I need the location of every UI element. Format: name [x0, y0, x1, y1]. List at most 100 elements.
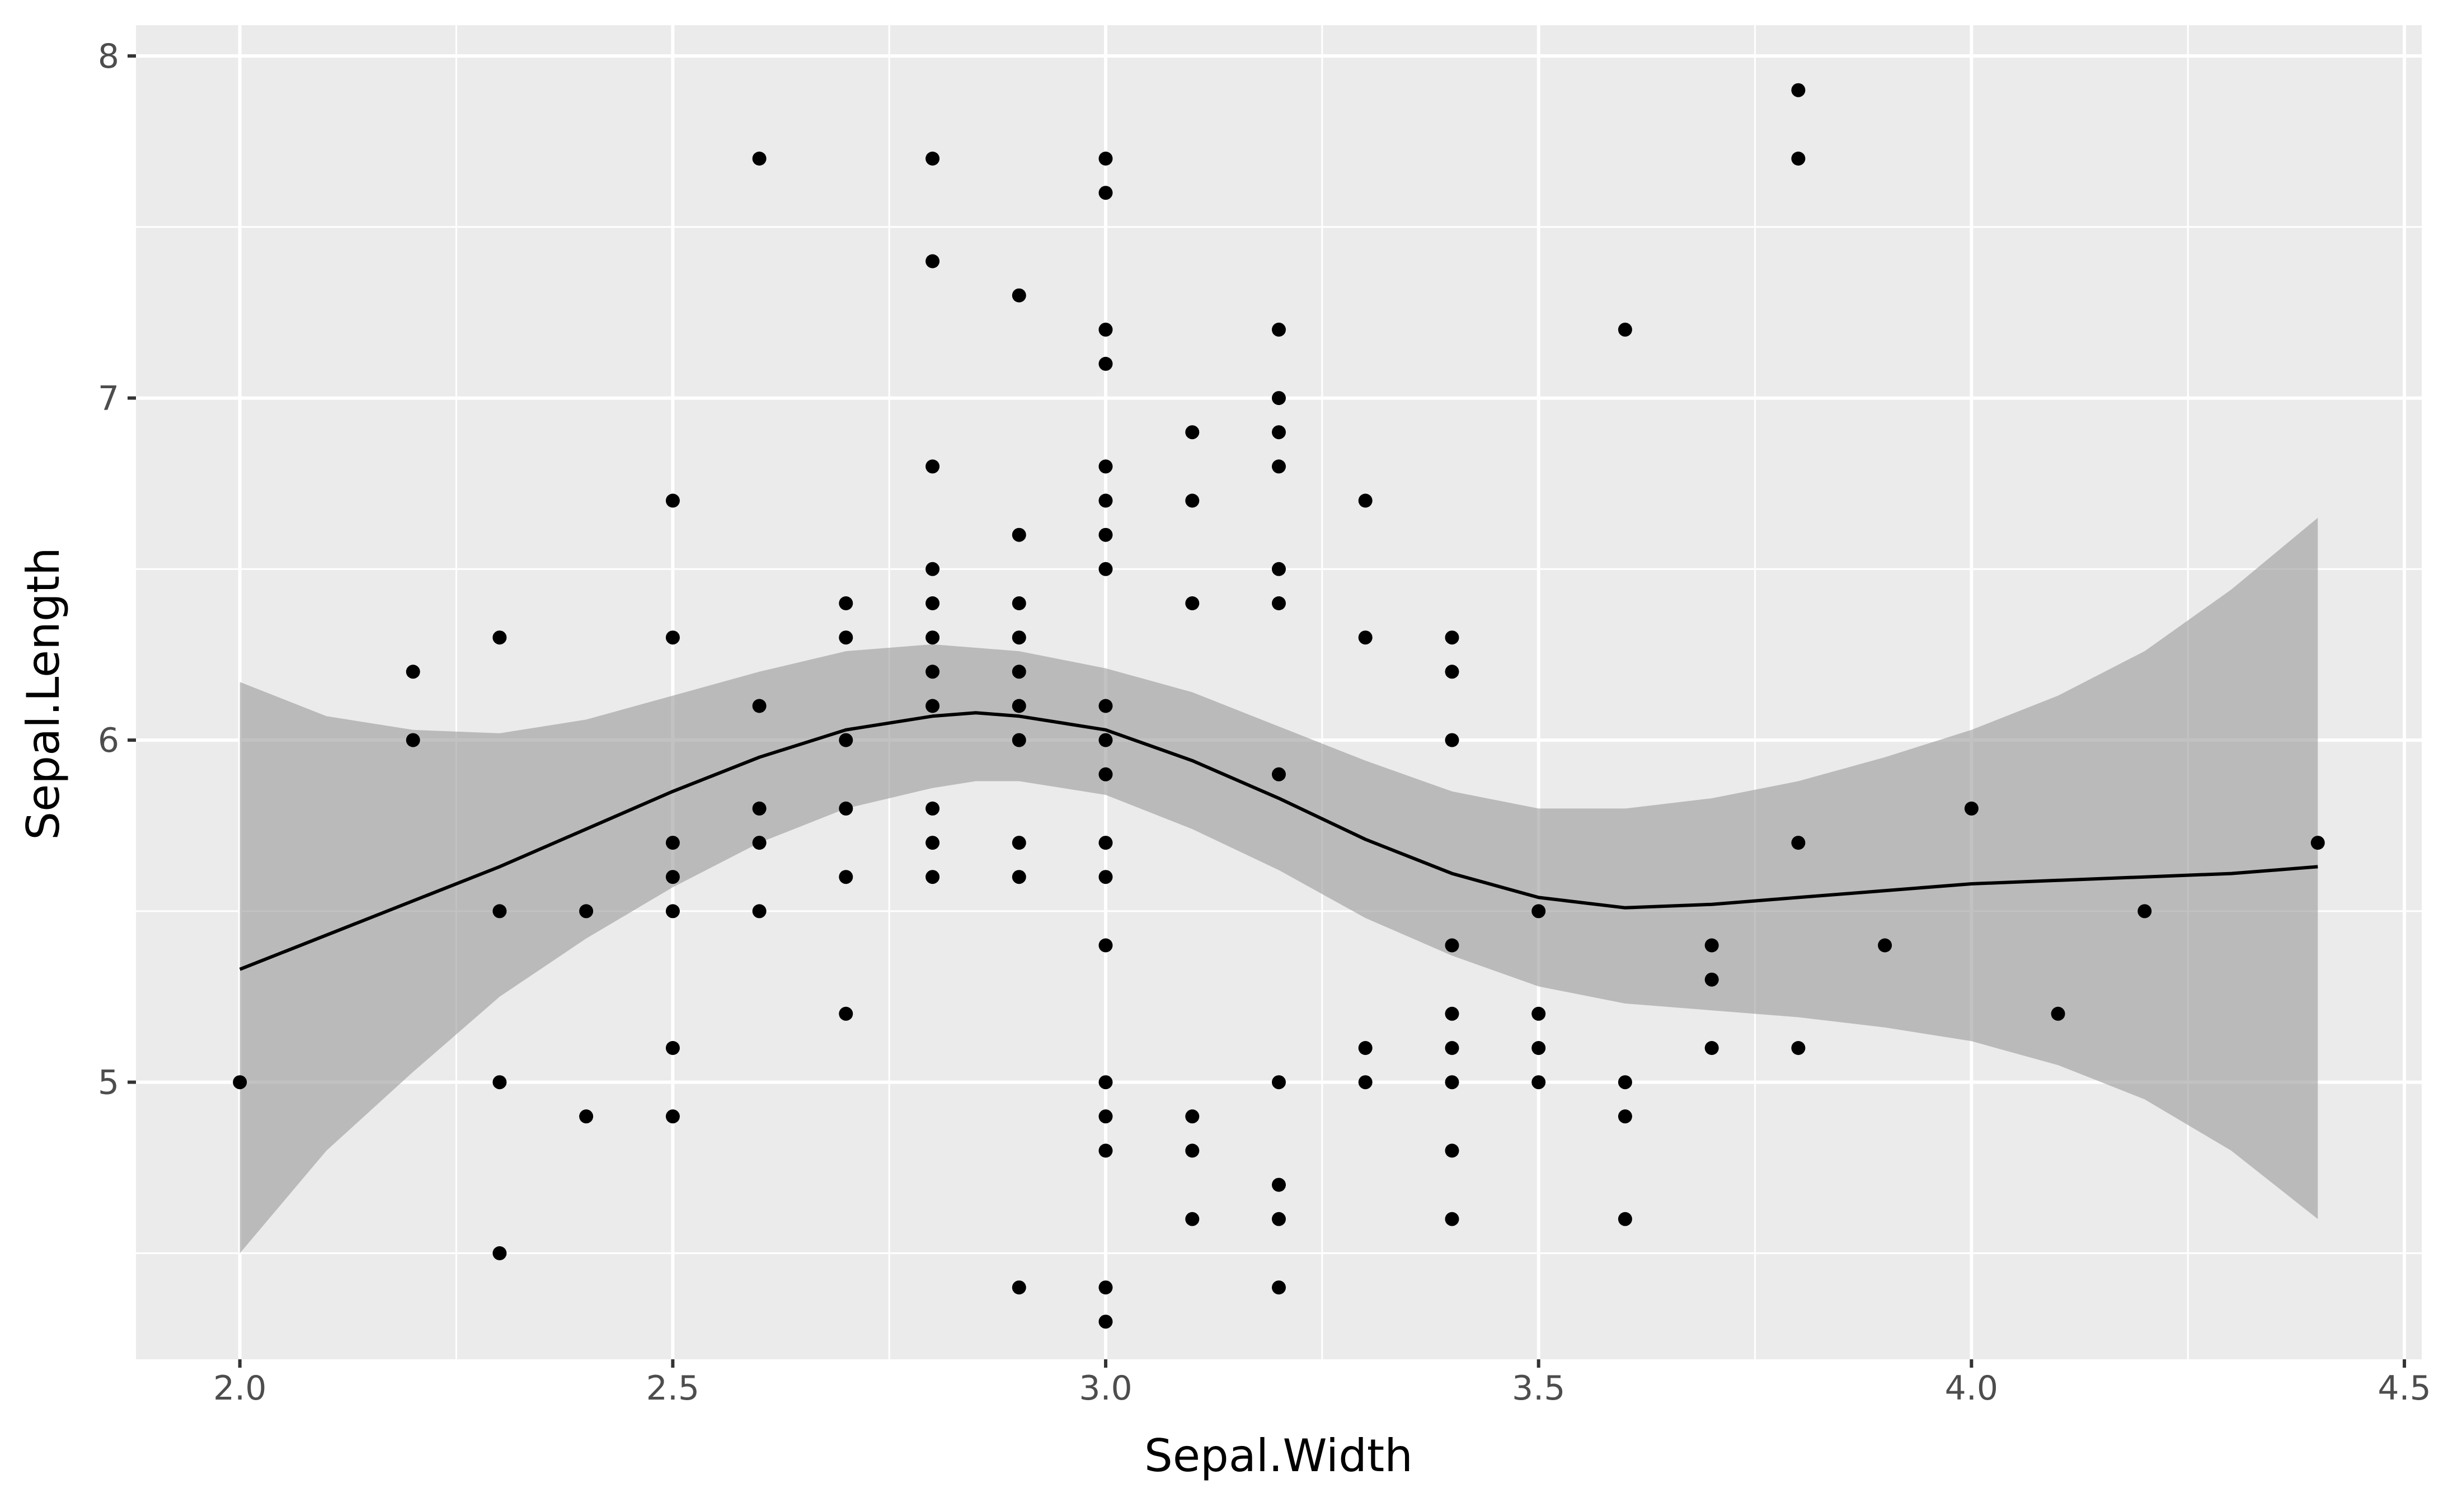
data-point: [1272, 1212, 1286, 1226]
data-point: [1618, 1075, 1632, 1090]
data-point: [1445, 1041, 1459, 1055]
data-point: [839, 630, 853, 645]
data-point: [925, 254, 940, 269]
data-point: [1012, 836, 1026, 850]
smooth-curve: [239, 711, 2318, 971]
data-point: [1272, 562, 1286, 576]
data-point: [925, 596, 940, 610]
data-point: [665, 630, 680, 645]
data-point: [1704, 1041, 1719, 1055]
data-point: [1791, 836, 1806, 850]
x-axis-ticks: 2.0 2.5 3.0 3.5 4.0 4.5: [213, 1359, 2431, 1408]
data-point: [579, 904, 594, 918]
y-tick-label: 7: [98, 379, 119, 418]
data-point: [839, 596, 853, 610]
y-axis-title: Sepal.Length: [17, 547, 69, 840]
data-point: [1791, 152, 1806, 166]
data-point: [1445, 938, 1459, 953]
data-point: [1272, 322, 1286, 337]
data-point: [1185, 1212, 1200, 1226]
data-point: [1531, 904, 1546, 918]
data-point: [1185, 1143, 1200, 1158]
data-point: [1791, 83, 1806, 97]
x-axis-title: Sepal.Width: [1144, 1430, 1413, 1482]
data-point: [1272, 1280, 1286, 1295]
data-point: [752, 904, 767, 918]
data-point: [1445, 665, 1459, 679]
data-point: [1185, 425, 1200, 440]
data-point: [1445, 630, 1459, 645]
data-point: [1531, 1075, 1546, 1090]
data-point: [839, 1006, 853, 1021]
data-point: [1358, 1075, 1373, 1090]
data-point: [752, 801, 767, 816]
data-point: [1618, 1109, 1632, 1124]
data-point: [1358, 1041, 1373, 1055]
data-point: [1098, 562, 1113, 576]
data-point: [1445, 733, 1459, 747]
data-point: [925, 699, 940, 713]
data-point: [1272, 767, 1286, 781]
data-point: [925, 665, 940, 679]
data-point: [2137, 904, 2152, 918]
data-point: [1618, 1212, 1632, 1226]
data-point: [1098, 699, 1113, 713]
data-point: [1445, 1212, 1459, 1226]
x-tick-label: 2.5: [646, 1369, 699, 1408]
data-point: [1098, 459, 1113, 474]
data-point: [1272, 459, 1286, 474]
data-point: [492, 630, 507, 645]
data-point: [406, 733, 420, 747]
plot-panel: [136, 25, 2422, 1359]
data-point: [1098, 767, 1113, 781]
data-point: [1098, 527, 1113, 542]
data-point: [1012, 527, 1026, 542]
data-point: [665, 836, 680, 850]
data-point: [1098, 356, 1113, 371]
data-point: [1012, 630, 1026, 645]
y-tick-label: 8: [98, 37, 119, 76]
data-point: [1272, 596, 1286, 610]
data-point: [406, 665, 420, 679]
data-point: [1098, 870, 1113, 884]
data-point: [752, 699, 767, 713]
data-point: [925, 152, 940, 166]
data-point: [1012, 733, 1026, 747]
data-point: [925, 801, 940, 816]
data-point: [1012, 288, 1026, 303]
data-point: [925, 870, 940, 884]
data-point: [1012, 665, 1026, 679]
data-point: [1012, 870, 1026, 884]
data-point: [1618, 322, 1632, 337]
data-point: [1704, 938, 1719, 953]
data-point: [1272, 425, 1286, 440]
data-point: [1098, 733, 1113, 747]
y-tick-label: 5: [98, 1063, 119, 1103]
data-point: [1964, 801, 1979, 816]
x-tick-label: 3.5: [1512, 1369, 1565, 1408]
grid-major: [136, 25, 2422, 1359]
data-point: [1012, 1280, 1026, 1295]
data-point: [1531, 1041, 1546, 1055]
data-point: [665, 493, 680, 508]
data-point: [665, 1109, 680, 1124]
data-point: [839, 733, 853, 747]
data-point: [2051, 1006, 2065, 1021]
data-point: [839, 801, 853, 816]
data-point: [1704, 972, 1719, 987]
data-point: [233, 1075, 247, 1090]
data-point: [665, 870, 680, 884]
data-point: [1272, 391, 1286, 406]
x-tick-label: 4.0: [1945, 1369, 1998, 1408]
data-point: [752, 152, 767, 166]
data-point: [1098, 152, 1113, 166]
x-tick-label: 2.0: [213, 1369, 266, 1408]
data-point: [1098, 1075, 1113, 1090]
data-point: [1272, 1075, 1286, 1090]
x-tick-label: 3.0: [1079, 1369, 1132, 1408]
data-point: [1185, 1109, 1200, 1124]
data-point: [1098, 1280, 1113, 1295]
data-point: [1098, 493, 1113, 508]
data-point: [1098, 322, 1113, 337]
